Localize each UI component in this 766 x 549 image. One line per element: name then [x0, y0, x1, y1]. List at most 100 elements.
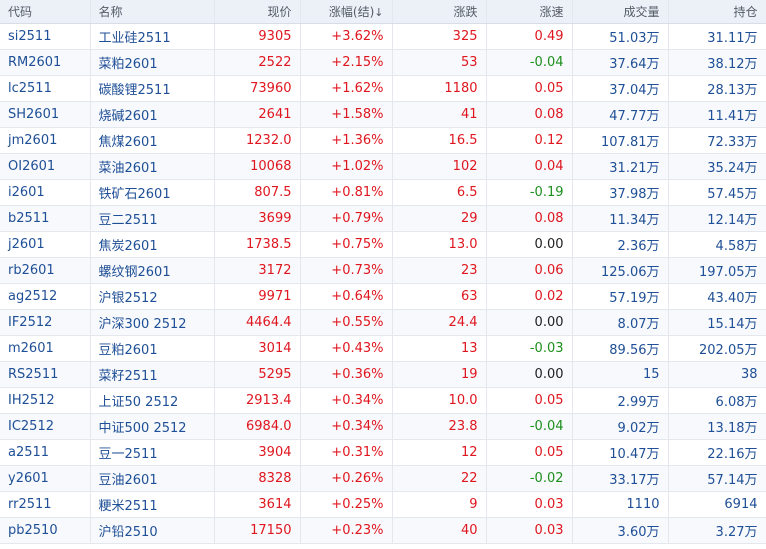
- column-header-name-label: 名称: [98, 5, 123, 19]
- cell-change-pct: +0.79%: [300, 205, 393, 232]
- cell-price: 807.5: [214, 179, 301, 206]
- table-row[interactable]: rr2511 粳米2511 3614 +0.25% 9 0.03 1110 6914: [0, 491, 766, 518]
- cell-open-interest: 12.14万: [668, 205, 766, 232]
- cell-price: 1738.5: [214, 231, 301, 258]
- table-row[interactable]: IF2512 沪深300 2512 4464.4 +0.55% 24.4 0.00 8.07…: [0, 309, 766, 336]
- cell-open-interest: 202.05万: [668, 335, 766, 362]
- column-header-code-label: 代码: [8, 5, 33, 19]
- cell-volume: 33.17万: [572, 465, 669, 492]
- column-header-speed[interactable]: 涨速: [486, 0, 573, 24]
- cell-name: 沪铅2510: [90, 517, 215, 544]
- cell-name: 铁矿石2601: [90, 179, 215, 206]
- table-row[interactable]: ag2512 沪银2512 9971 +0.64% 63 0.02 57.19万 43.40万: [0, 283, 766, 310]
- table-row[interactable]: RS2511 菜籽2511 5295 +0.36% 19 0.00 15 38: [0, 361, 766, 388]
- cell-volume: 37.98万: [572, 179, 669, 206]
- cell-code: IC2512: [0, 413, 91, 440]
- cell-code: si2511: [0, 23, 91, 50]
- table-row[interactable]: SH2601 烧碱2601 2641 +1.58% 41 0.08 47.77万 11.41万: [0, 101, 766, 128]
- cell-change-pct: +1.36%: [300, 127, 393, 154]
- cell-speed: 0.02: [486, 283, 573, 310]
- table-row[interactable]: RM2601 菜粕2601 2522 +2.15% 53 -0.04 37.64万 38.12…: [0, 49, 766, 76]
- cell-change: 9: [392, 491, 487, 518]
- cell-speed: 0.03: [486, 517, 573, 544]
- cell-code: SH2601: [0, 101, 91, 128]
- cell-name: 螺纹钢2601: [90, 257, 215, 284]
- cell-name: 烧碱2601: [90, 101, 215, 128]
- cell-open-interest: 57.14万: [668, 465, 766, 492]
- column-header-code[interactable]: 代码: [0, 0, 91, 24]
- cell-name: 工业硅2511: [90, 23, 215, 50]
- cell-price: 6984.0: [214, 413, 301, 440]
- cell-change: 12: [392, 439, 487, 466]
- cell-speed: -0.04: [486, 413, 573, 440]
- cell-open-interest: 197.05万: [668, 257, 766, 284]
- cell-name: 中证500 2512: [90, 413, 215, 440]
- column-header-change-pct[interactable]: 涨幅(结)↓: [300, 0, 393, 24]
- cell-change: 40: [392, 517, 487, 544]
- cell-change-pct: +0.73%: [300, 257, 393, 284]
- column-header-volume[interactable]: 成交量: [572, 0, 669, 24]
- cell-speed: 0.05: [486, 387, 573, 414]
- cell-open-interest: 4.58万: [668, 231, 766, 258]
- column-header-open-interest[interactable]: 持仓: [668, 0, 766, 24]
- column-header-price[interactable]: 现价: [214, 0, 301, 24]
- cell-speed: -0.04: [486, 49, 573, 76]
- cell-name: 豆油2601: [90, 465, 215, 492]
- cell-name: 豆二2511: [90, 205, 215, 232]
- cell-change: 22: [392, 465, 487, 492]
- table-row[interactable]: b2511 豆二2511 3699 +0.79% 29 0.08 11.34万 12.14万: [0, 205, 766, 232]
- cell-price: 17150: [214, 517, 301, 544]
- cell-change: 24.4: [392, 309, 487, 336]
- cell-speed: 0.00: [486, 309, 573, 336]
- cell-speed: 0.06: [486, 257, 573, 284]
- cell-change: 29: [392, 205, 487, 232]
- cell-code: IF2512: [0, 309, 91, 336]
- cell-change-pct: +0.23%: [300, 517, 393, 544]
- table-row[interactable]: j2601 焦炭2601 1738.5 +0.75% 13.0 0.00 2.36万 4.58…: [0, 231, 766, 258]
- table-row[interactable]: i2601 铁矿石2601 807.5 +0.81% 6.5 -0.19 37.98万 57.…: [0, 179, 766, 206]
- cell-change: 13.0: [392, 231, 487, 258]
- table-row[interactable]: OI2601 菜油2601 10068 +1.02% 102 0.04 31.21万 35.2…: [0, 153, 766, 180]
- table-row[interactable]: lc2511 碳酸锂2511 73960 +1.62% 1180 0.05 37.04万 28…: [0, 75, 766, 102]
- table-row[interactable]: m2601 豆粕2601 3014 +0.43% 13 -0.03 89.56万 202.05…: [0, 335, 766, 362]
- cell-price: 2641: [214, 101, 301, 128]
- cell-code: pb2510: [0, 517, 91, 544]
- column-header-price-label: 现价: [267, 5, 292, 19]
- table-row[interactable]: pb2510 沪铅2510 17150 +0.23% 40 0.03 3.60万 3.27万: [0, 517, 766, 544]
- cell-code: OI2601: [0, 153, 91, 180]
- cell-code: lc2511: [0, 75, 91, 102]
- cell-name: 碳酸锂2511: [90, 75, 215, 102]
- cell-speed: 0.49: [486, 23, 573, 50]
- cell-volume: 51.03万: [572, 23, 669, 50]
- cell-change-pct: +3.62%: [300, 23, 393, 50]
- cell-price: 2913.4: [214, 387, 301, 414]
- quote-rows: si2511 工业硅2511 9305 +3.62% 325 0.49 51.03万 31.1…: [0, 23, 766, 544]
- cell-change: 53: [392, 49, 487, 76]
- cell-change-pct: +0.36%: [300, 361, 393, 388]
- cell-open-interest: 22.16万: [668, 439, 766, 466]
- cell-open-interest: 6.08万: [668, 387, 766, 414]
- cell-change: 63: [392, 283, 487, 310]
- cell-name: 焦煤2601: [90, 127, 215, 154]
- cell-price: 10068: [214, 153, 301, 180]
- cell-price: 4464.4: [214, 309, 301, 336]
- column-header-change[interactable]: 涨跌: [392, 0, 487, 24]
- table-row[interactable]: IC2512 中证500 2512 6984.0 +0.34% 23.8 -0.04 9.0…: [0, 413, 766, 440]
- cell-volume: 31.21万: [572, 153, 669, 180]
- table-row[interactable]: si2511 工业硅2511 9305 +3.62% 325 0.49 51.03万 31.1…: [0, 23, 766, 50]
- table-row[interactable]: a2511 豆一2511 3904 +0.31% 12 0.05 10.47万 22.16万: [0, 439, 766, 466]
- cell-change-pct: +1.62%: [300, 75, 393, 102]
- cell-code: i2601: [0, 179, 91, 206]
- table-row[interactable]: rb2601 螺纹钢2601 3172 +0.73% 23 0.06 125.06万 197.…: [0, 257, 766, 284]
- table-row[interactable]: y2601 豆油2601 8328 +0.26% 22 -0.02 33.17万 57.14万: [0, 465, 766, 492]
- cell-volume: 107.81万: [572, 127, 669, 154]
- cell-volume: 37.04万: [572, 75, 669, 102]
- cell-volume: 3.60万: [572, 517, 669, 544]
- cell-volume: 15: [572, 361, 669, 388]
- column-header-name[interactable]: 名称: [90, 0, 215, 24]
- table-row[interactable]: IH2512 上证50 2512 2913.4 +0.34% 10.0 0.05 2.99万…: [0, 387, 766, 414]
- cell-change-pct: +0.55%: [300, 309, 393, 336]
- cell-code: rr2511: [0, 491, 91, 518]
- table-row[interactable]: jm2601 焦煤2601 1232.0 +1.36% 16.5 0.12 107.81万 7…: [0, 127, 766, 154]
